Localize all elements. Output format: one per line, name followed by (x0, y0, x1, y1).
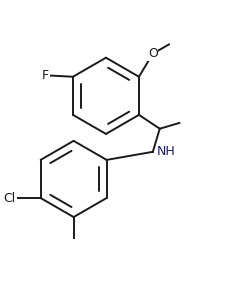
Text: F: F (42, 69, 49, 82)
Text: O: O (148, 47, 158, 60)
Text: NH: NH (156, 145, 175, 158)
Text: Cl: Cl (3, 191, 15, 204)
